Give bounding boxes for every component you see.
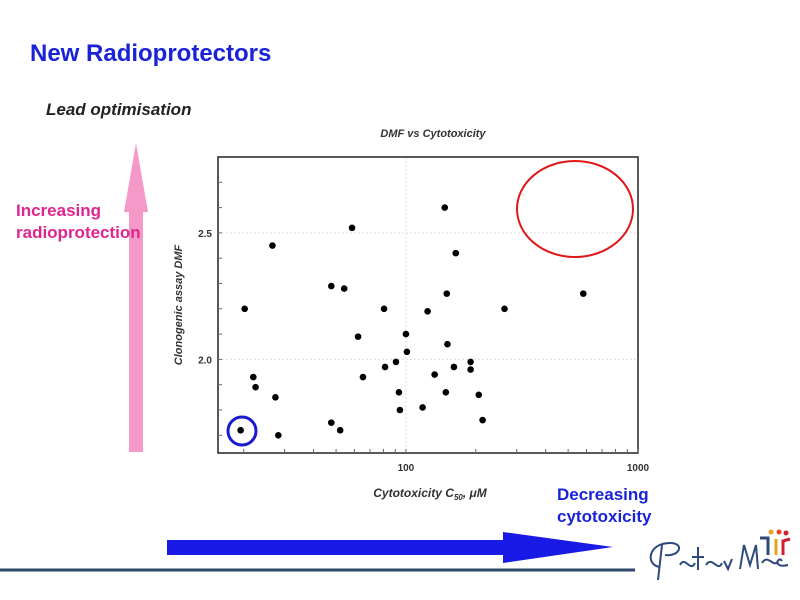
data-point: [354, 333, 362, 340]
data-point: [450, 363, 458, 371]
data-point: [419, 404, 426, 411]
data-point: [479, 416, 486, 424]
data-point: [269, 242, 276, 249]
peter-mac-logo: [649, 529, 791, 581]
decreasing-cytotoxicity-label: Decreasing cytotoxicity: [557, 484, 651, 528]
y-tick-label: 2.0: [198, 355, 212, 366]
x-axis-label: Cytotoxicity C50, μM: [373, 486, 487, 502]
decreasing-cytotoxicity-arrow: [167, 532, 613, 563]
data-point: [501, 305, 508, 313]
data-point: [395, 388, 403, 396]
data-point: [396, 406, 404, 414]
data-point: [403, 348, 411, 356]
label-line: cytotoxicity: [557, 507, 652, 526]
data-point: [252, 383, 259, 391]
data-point: [475, 391, 483, 399]
data-points: [237, 204, 587, 439]
data-point: [241, 305, 248, 313]
data-point: [402, 330, 410, 338]
data-point: [328, 282, 335, 290]
highlight-lead-circle: [226, 415, 258, 447]
data-point: [443, 290, 451, 297]
data-point: [579, 290, 587, 297]
data-point: [431, 371, 438, 378]
grid: [218, 157, 638, 453]
label-line: Decreasing: [557, 485, 649, 504]
data-point: [348, 224, 356, 232]
data-point: [452, 249, 460, 257]
chart-title: DMF vs Cytotoxicity: [380, 128, 486, 140]
plot-frame: [217, 156, 639, 454]
data-point: [444, 340, 451, 348]
data-point: [424, 308, 431, 315]
x-tick-label: 1000: [627, 463, 650, 474]
data-point: [467, 366, 474, 373]
increasing-radioprotection-arrow: [124, 143, 148, 452]
data-point: [380, 305, 388, 313]
data-point: [275, 431, 282, 439]
axis-ticks: 100 1000 2.0 2.5: [198, 181, 650, 474]
data-point: [340, 285, 348, 292]
x-tick-label: 100: [398, 463, 415, 474]
slide-title: New Radioprotectors: [30, 40, 272, 67]
y-tick-label: 2.5: [198, 229, 212, 240]
y-axis-label: Clonogenic assay DMF: [173, 245, 185, 366]
data-point: [381, 363, 389, 371]
label-line: radioprotection: [16, 223, 141, 242]
increasing-radioprotection-label: Increasing radioprotection: [16, 200, 141, 244]
data-point: [336, 426, 344, 434]
target-region-ellipse: [516, 160, 634, 258]
data-point: [249, 373, 257, 381]
data-point: [392, 358, 400, 366]
data-point: [467, 358, 474, 366]
data-point: [272, 394, 279, 401]
data-point: [237, 426, 244, 434]
label-line: Increasing: [16, 201, 102, 220]
data-point: [442, 388, 450, 396]
slide-subtitle: Lead optimisation: [46, 100, 192, 119]
data-point: [441, 204, 449, 211]
data-point: [359, 373, 367, 381]
data-point: [328, 419, 335, 426]
